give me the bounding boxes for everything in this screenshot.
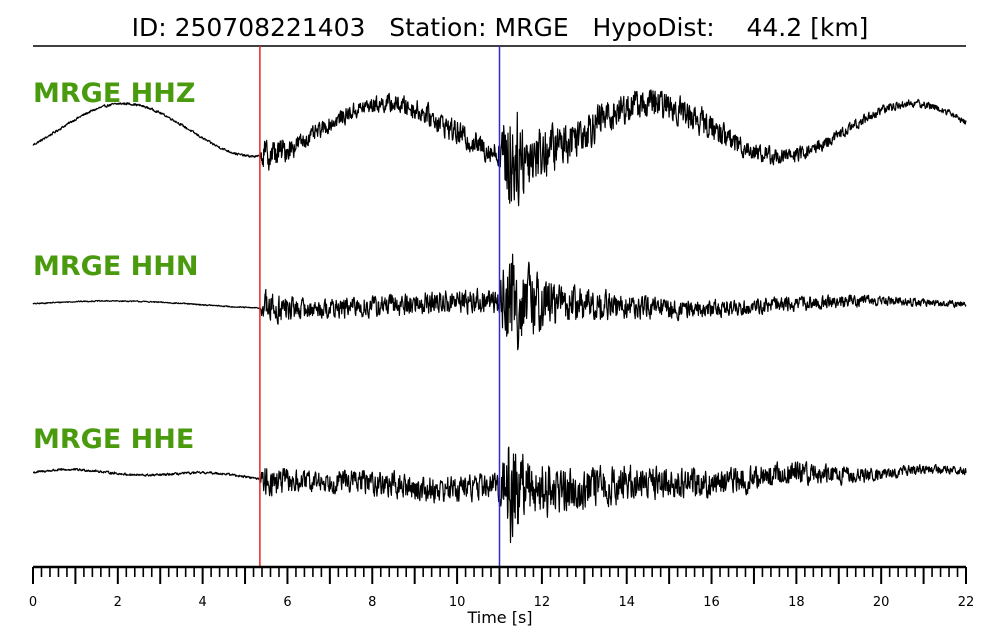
tick-label: 0: [29, 595, 37, 610]
phase-picks: [259, 46, 501, 567]
tick-label: 14: [618, 595, 635, 610]
tick-label: 8: [368, 595, 376, 610]
tick-label: 4: [198, 595, 206, 610]
tick-label: 18: [788, 595, 805, 610]
x-axis-label: Time [s]: [466, 608, 532, 627]
tick-label: 6: [283, 595, 291, 610]
time-axis: 0 2 4 6 8 10 12 14 16 18 20 22: [29, 565, 974, 610]
tick-label: 2: [114, 595, 122, 610]
tick-label: 20: [873, 595, 890, 610]
time-axis-ticks: 0 2 4 6 8 10 12 14 16 18 20 22: [29, 567, 974, 610]
tick-label: 12: [534, 595, 551, 610]
channel-label: MRGE HHZ: [33, 78, 195, 109]
tick-label: 16: [703, 595, 720, 610]
tick-label: 22: [958, 595, 975, 610]
tick-label: 10: [449, 595, 466, 610]
channel-label: MRGE HHE: [33, 424, 194, 455]
chart-title: ID: 250708221403 Station: MRGE HypoDist:…: [132, 13, 869, 42]
channel-label: MRGE HHN: [33, 251, 198, 282]
